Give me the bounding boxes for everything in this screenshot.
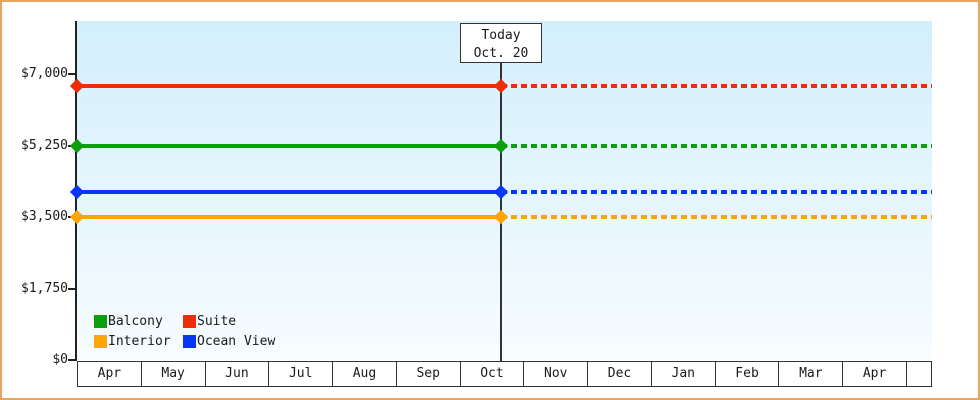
y-tick-label: $0 [52, 352, 68, 367]
series-line-dashed [501, 190, 932, 195]
y-tick-label: $1,750 [21, 280, 68, 296]
legend-swatch [183, 315, 196, 328]
month-cell: Jun [206, 362, 270, 386]
legend-label: Balcony [108, 314, 163, 329]
legend: Balcony Suite Interior Ocean View [94, 314, 275, 349]
month-cell-empty [907, 362, 931, 386]
legend-label: Interior [108, 334, 171, 349]
month-cell: Feb [716, 362, 780, 386]
month-cell: Sep [397, 362, 461, 386]
legend-swatch [94, 315, 107, 328]
series-line-dashed [501, 215, 932, 219]
legend-item: Balcony [94, 314, 183, 329]
series-line-dashed [501, 84, 932, 89]
today-annotation-box: Today Oct. 20 [460, 23, 542, 63]
y-tick-mark [68, 73, 75, 75]
legend-item: Interior [94, 334, 183, 349]
month-cell: Mar [779, 362, 844, 386]
x-axis-month-row: Apr May Jun Jul Aug Sep Oct Nov Dec Jan Feb Mar Apr [77, 361, 932, 387]
y-tick-mark [68, 287, 75, 290]
legend-label: Suite [197, 314, 237, 329]
legend-item: Ocean View [183, 334, 275, 349]
y-tick-label: $3,500 [21, 209, 68, 224]
month-cell: Apr [78, 362, 142, 386]
month-cell: May [142, 362, 206, 386]
today-date: Oct. 20 [473, 46, 529, 61]
month-cell: Jan [652, 362, 716, 386]
month-cell: Dec [588, 362, 652, 386]
series-line-solid [77, 143, 501, 148]
series-line-solid [77, 215, 501, 219]
legend-swatch [183, 335, 196, 348]
series-line-dashed [501, 143, 932, 148]
month-cell: Oct [461, 362, 525, 386]
today-label: Today [481, 28, 521, 43]
month-cell: Aug [333, 362, 397, 386]
y-tick-label: $5,250 [21, 137, 68, 153]
legend-label: Ocean View [197, 334, 276, 349]
legend-swatch [94, 335, 107, 348]
legend-item: Suite [183, 314, 275, 329]
y-tick-mark [68, 359, 75, 361]
y-tick-label: $7,000 [21, 66, 68, 81]
month-cell: Jul [269, 362, 334, 386]
month-cell: Nov [524, 362, 589, 386]
series-line-solid [77, 84, 501, 89]
series-line-solid [77, 190, 501, 195]
month-cell: Apr [843, 362, 907, 386]
